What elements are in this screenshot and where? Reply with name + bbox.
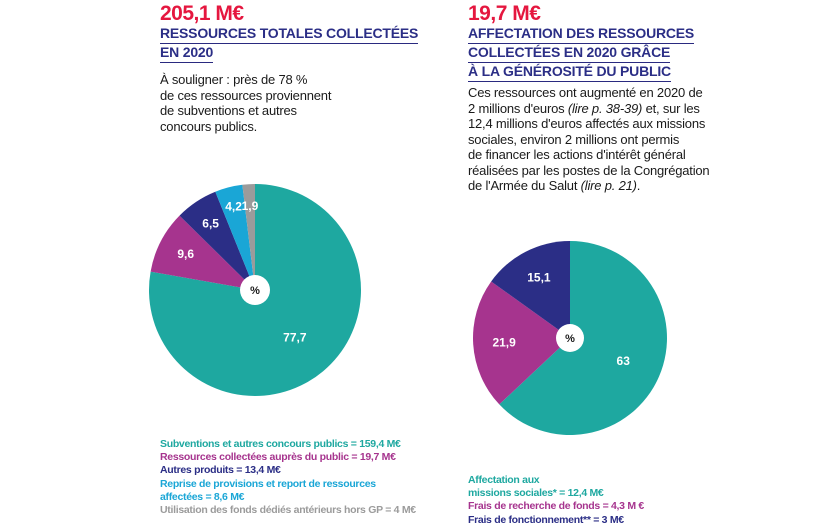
left-total-amount: 205,1 M€ <box>160 2 244 25</box>
right-heading-line1: AFFECTATION DES RESSOURCES <box>468 25 694 44</box>
left-heading-line1: RESSOURCES TOTALES COLLECTÉES <box>160 25 418 44</box>
right-pie-center-circle <box>556 324 584 352</box>
left-legend-item-reprise-provisions: Reprise de provisions et report de resso… <box>160 477 376 490</box>
left-pie-slice-label-2: 6,5 <box>202 216 219 230</box>
left-legend-item-fonds-dedies: Utilisation des fonds dédiés antérieurs … <box>160 504 416 517</box>
right-legend-item-missions-sociales: Affectation aux <box>468 474 540 486</box>
right-description-line: réalisées par les postes de la Congrégat… <box>468 162 710 178</box>
left-pie-slice-1 <box>150 215 255 290</box>
left-description-line: concours publics. <box>160 118 258 134</box>
left-description-line: de ces ressources proviennent <box>160 87 332 103</box>
left-legend-item-ressources-public: Ressources collectées auprès du public =… <box>160 451 396 464</box>
right-description-line: Ces ressources ont augmenté en 2020 de <box>468 85 703 100</box>
left-pie-slice-4 <box>242 184 255 290</box>
right-legend-item-missions-sociales-cont: missions sociales* = 12,4 M€ <box>468 487 604 500</box>
left-legend: Subventions et autres concours publics =… <box>160 438 416 517</box>
left-pie-slice-label-0: 77,7 <box>283 330 307 344</box>
right-heading-line3: À LA GÉNÉROSITÉ DU PUBLIC <box>468 63 671 82</box>
right-description-line: de l'Armée du Salut (lire p. 21). <box>468 178 641 193</box>
right-total-amount: 19,7 M€ <box>468 2 541 25</box>
left-pie-slice-3 <box>215 184 255 290</box>
left-legend-item-reprise-provisions-cont: affectées = 8,6 M€ <box>160 490 245 503</box>
right-pie-slice-1 <box>473 281 570 405</box>
left-pie-slice-label-3: 4,2 <box>225 200 242 214</box>
left-heading-line2: EN 2020 <box>160 44 213 63</box>
right-pie-slice-2 <box>491 240 570 338</box>
left-description-line: À souligner : près de 78 % <box>160 72 308 87</box>
right-description-line: 2 millions d'euros (lire p. 38-39) et, s… <box>468 100 700 116</box>
left-heading: RESSOURCES TOTALES COLLECTÉES EN 2020 <box>160 25 418 63</box>
right-heading-line2: COLLECTÉES EN 2020 GRÂCE <box>468 44 670 63</box>
right-description-line: 12,4 millions d'euros affectés aux missi… <box>468 116 706 131</box>
left-pie-center-label: % <box>250 285 260 297</box>
left-legend-item-subventions: Subventions et autres concours publics =… <box>160 438 401 450</box>
right-legend: Affectation aux missions sociales* = 12,… <box>468 474 644 527</box>
right-description-line: sociales, environ 2 millions ont permis <box>468 131 680 147</box>
right-description-line: de financer les actions d'intérêt généra… <box>468 147 686 162</box>
left-pie-slice-label-1: 9,6 <box>177 247 194 261</box>
right-legend-item-fonctionnement: Frais de fonctionnement** = 3 M€ <box>468 513 624 526</box>
right-pie-slice-label-2: 15,1 <box>527 271 551 285</box>
left-pie-center-circle <box>240 275 270 305</box>
left-legend-item-autres-produits: Autres produits = 13,4 M€ <box>160 464 281 477</box>
left-description: À souligner : près de 78 % de ces ressou… <box>160 72 390 134</box>
right-pie-slice-label-1: 21,9 <box>492 335 516 349</box>
left-pie-slice-2 <box>179 191 255 290</box>
left-pie-slice-label-4: 1,9 <box>242 199 259 213</box>
right-description: Ces ressources ont augmenté en 2020 de 2… <box>468 85 728 194</box>
left-description-line: de subventions et autres <box>160 103 297 118</box>
right-pie-center-label: % <box>565 333 575 345</box>
right-heading: AFFECTATION DES RESSOURCES COLLECTÉES EN… <box>468 25 694 82</box>
right-legend-item-recherche-fonds: Frais de recherche de fonds = 4,3 M € <box>468 500 644 513</box>
right-pie-slice-label-0: 63 <box>617 354 631 368</box>
